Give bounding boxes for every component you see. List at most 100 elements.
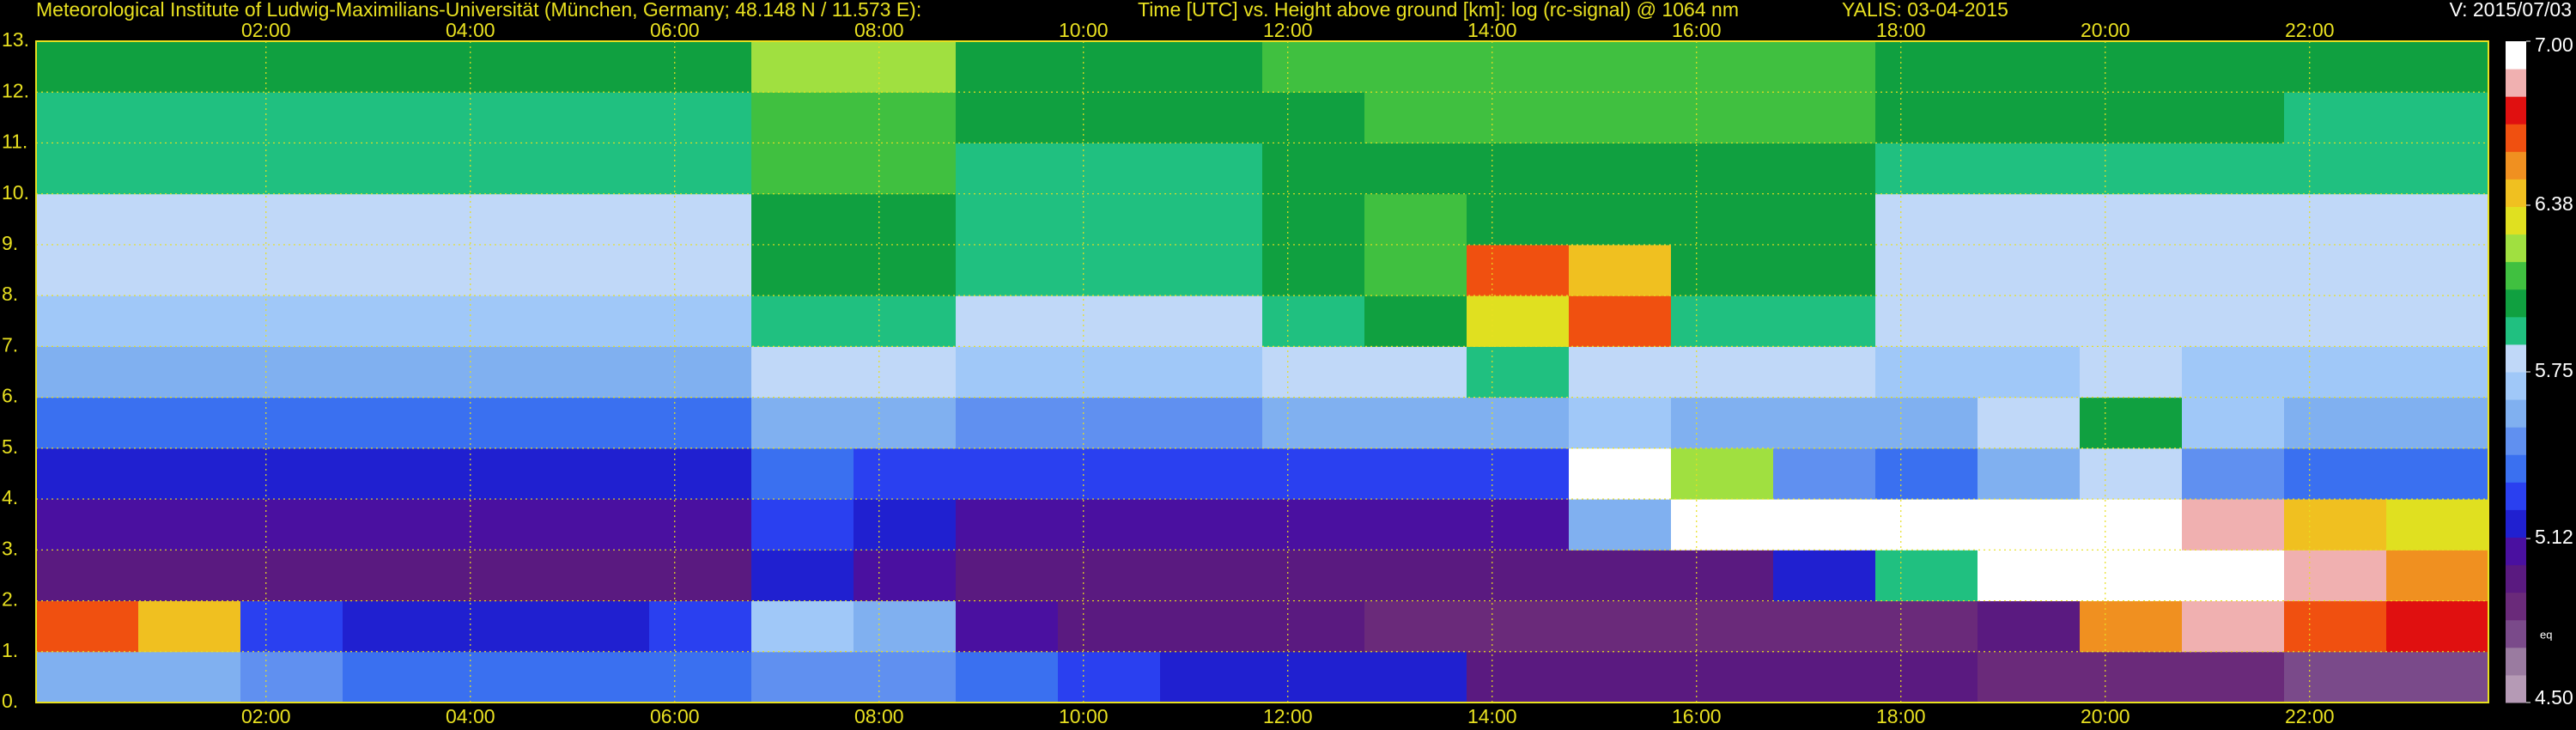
colorbar-swatch (2506, 96, 2526, 125)
colorbar-swatch (2506, 316, 2526, 345)
cell (1875, 143, 1978, 195)
cell (1671, 143, 1774, 195)
cell (36, 346, 139, 398)
colorbar-swatch (2506, 206, 2526, 235)
cell (240, 92, 343, 143)
cell (2284, 193, 2387, 246)
y-tick-label: 4. (2, 486, 18, 508)
cell (547, 550, 650, 602)
colorbar-swatch (2506, 69, 2526, 97)
cell (1875, 193, 1978, 246)
cell (1875, 92, 1978, 143)
cell (1364, 244, 1467, 296)
cell (854, 397, 957, 449)
x-tick-label-top: 08:00 (854, 19, 904, 41)
cell (1364, 193, 1467, 246)
cell (1160, 397, 1263, 449)
y-tick-label: 0. (2, 690, 18, 712)
cell (2284, 295, 2387, 347)
cell (956, 244, 1059, 296)
cell (1978, 346, 2081, 398)
cell (1364, 143, 1467, 195)
y-tick-label: 6. (2, 385, 18, 407)
cell (240, 346, 343, 398)
cell (1773, 397, 1876, 449)
cell (36, 447, 139, 500)
colorbar-tick-label: 7.00 (2535, 33, 2573, 56)
cell (1364, 499, 1467, 551)
cell (956, 651, 1059, 703)
cell (751, 600, 854, 653)
x-tick-label-top: 10:00 (1059, 19, 1109, 41)
cell (751, 295, 854, 347)
cell (751, 41, 854, 93)
cell (956, 550, 1059, 602)
cell (2284, 447, 2387, 500)
cell (751, 193, 854, 246)
cell (1569, 447, 1672, 500)
cell (2080, 244, 2183, 296)
cell (1978, 447, 2081, 500)
cell (2386, 41, 2489, 93)
cell (2080, 397, 2183, 449)
cell (240, 41, 343, 93)
cell (36, 41, 139, 93)
cell (240, 499, 343, 551)
cell (1875, 41, 1978, 93)
cell (2182, 550, 2285, 602)
cell (343, 295, 446, 347)
colorbar-swatch (2506, 647, 2526, 676)
cell (649, 499, 752, 551)
cell (2284, 346, 2387, 398)
cell (445, 600, 548, 653)
cell (1569, 244, 1672, 296)
cell (1875, 550, 1978, 602)
cell (1875, 651, 1978, 703)
cell (2080, 499, 2183, 551)
cell (1467, 651, 1570, 703)
cell (547, 600, 650, 653)
cell (1160, 295, 1263, 347)
cell (1467, 397, 1570, 449)
cell (1978, 244, 2081, 296)
cell (138, 346, 241, 398)
cell (1773, 600, 1876, 653)
colorbar-swatch (2506, 482, 2526, 510)
cell (751, 550, 854, 602)
cell (956, 143, 1059, 195)
y-tick-label: 7. (2, 333, 18, 356)
cell (649, 397, 752, 449)
cell (1671, 550, 1774, 602)
cell (1773, 447, 1876, 500)
cell (36, 143, 139, 195)
cell (956, 499, 1059, 551)
cell (36, 397, 139, 449)
cell (547, 244, 650, 296)
colorbar-swatch (2506, 344, 2526, 373)
cell (2386, 651, 2489, 703)
cell (1058, 92, 1161, 143)
y-tick-label: 8. (2, 283, 18, 305)
cell (1058, 193, 1161, 246)
x-tick-label: 04:00 (446, 705, 495, 727)
cell (2182, 92, 2285, 143)
y-tick-label: 13. (2, 28, 29, 51)
cell (2182, 143, 2285, 195)
cell (1875, 600, 1978, 653)
station: YALIS: 03-04-2015 (1842, 0, 2008, 21)
x-tick-label: 14:00 (1467, 705, 1517, 727)
cell (751, 447, 854, 500)
cell (1262, 41, 1365, 93)
cell (1875, 447, 1978, 500)
cell (649, 193, 752, 246)
cell (445, 92, 548, 143)
cell (2080, 600, 2183, 653)
cell (956, 193, 1059, 246)
x-tick-label-top: 02:00 (241, 19, 291, 41)
cell (1875, 244, 1978, 296)
cell (138, 550, 241, 602)
cell (1160, 550, 1263, 602)
cell (547, 41, 650, 93)
colorbar-swatch (2506, 151, 2526, 179)
colorbar-swatch (2506, 179, 2526, 207)
